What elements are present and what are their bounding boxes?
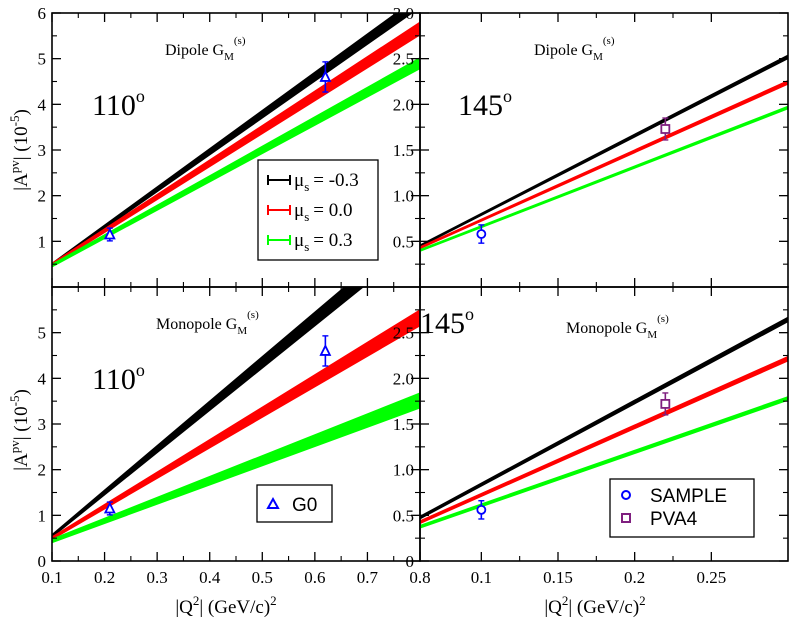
legend-pva4-label: PVA4 <box>650 509 698 530</box>
angle-bottom-left: 110o <box>92 360 145 396</box>
ytick-label-bl-3: 2 <box>38 461 47 480</box>
marker-tr-2 <box>660 124 671 134</box>
xtick-label-bl-3: 0.3 <box>147 568 168 587</box>
xtick-label-br-1: 0.1 <box>471 568 492 587</box>
ytick-label-tl-3: 3 <box>38 141 47 160</box>
point-br-pva4-2 <box>660 392 671 416</box>
ytick-label-bl-2: 1 <box>38 506 47 525</box>
bands-bl <box>52 287 420 544</box>
legend-mu-entry-1: μs = -0.3 <box>267 170 359 194</box>
xtick-label-bl-1: 0.1 <box>41 568 62 587</box>
panel-tr: 0.5 1.0 1.5 2.0 2.5 3.0 <box>393 4 789 288</box>
x-axis-label-left: |Q2| (GeV/c)2 <box>175 593 276 618</box>
marker-br-2 <box>660 399 671 409</box>
ytick-label-tl-1: 1 <box>38 232 47 251</box>
xtick-label-bl-7: 0.7 <box>357 568 379 587</box>
point-br-sample-1 <box>476 500 487 520</box>
point-bl-g0-2 <box>319 335 332 367</box>
title-bottom-left: Monopole GM(s) <box>156 309 259 337</box>
legend-experiments: SAMPLE PVA4 <box>609 478 755 538</box>
ytick-label-br-5: 2.0 <box>393 369 414 388</box>
band-tl-series-1 <box>52 13 414 267</box>
ytick-label-br-3: 1.0 <box>393 461 414 480</box>
bands-tl <box>52 13 420 268</box>
title-top-right: Dipole GM(s) <box>534 35 615 63</box>
point-tr-sample-1 <box>476 224 487 244</box>
svg-text:μs= -0.3: μs = -0.3 <box>294 170 359 194</box>
ytick-label-br-4: 1.5 <box>393 415 414 434</box>
xtick-label-br-4: 0.25 <box>696 568 726 587</box>
legend-mu-entry-3: μs = 0.3 <box>267 230 352 254</box>
band-tl-series-2 <box>52 21 420 267</box>
marker-tr-1 <box>476 229 487 239</box>
y-axis-label-top: |Apv| (10-5) <box>7 109 32 191</box>
xtick-label-bl-4: 0.4 <box>199 568 221 587</box>
ytick-label-br-2: 0.5 <box>393 506 414 525</box>
title-bottom-right: Monopole GM(s) <box>566 313 669 341</box>
ytick-label-bl-4: 3 <box>38 415 47 434</box>
point-tr-pva4-2 <box>660 117 671 141</box>
ytick-label-tr-6: 3.0 <box>393 4 414 23</box>
svg-text:μs= 0.3: μs = 0.3 <box>294 230 352 254</box>
point-tl-g0-2 <box>319 61 332 93</box>
point-bl-g0-1 <box>103 501 116 516</box>
legend-g0: G0 <box>256 484 333 523</box>
svg-text:μs= 0.0: μs = 0.0 <box>294 200 352 224</box>
title-top-left: Dipole GM(s) <box>165 35 246 63</box>
band-br-series-3 <box>420 396 788 529</box>
ytick-label-bl-5: 4 <box>38 369 47 388</box>
ytick-label-bl-6: 5 <box>38 324 47 343</box>
ytick-label-tr-1: 0.5 <box>393 232 414 251</box>
ytick-label-tr-2: 1.0 <box>393 187 414 206</box>
band-tl-series-3 <box>52 57 420 268</box>
marker-br-1 <box>476 504 487 515</box>
marker-tl-2 <box>319 69 332 82</box>
marker-tl-1 <box>103 227 116 240</box>
angle-top-left: 110o <box>92 86 145 122</box>
x-axis-label-right: |Q2| (GeV/c)2 <box>544 593 645 618</box>
xtick-label-bl-8: 0.8 <box>409 568 430 587</box>
xtick-label-br-3: 0.2 <box>624 568 645 587</box>
legend-g0-label: G0 <box>292 495 317 516</box>
xtick-label-bl-2: 0.2 <box>94 568 115 587</box>
legend-g0-marker <box>266 496 280 509</box>
panel-tl: 1 2 3 4 5 6 <box>38 4 421 288</box>
band-bl-series-2 <box>52 309 420 541</box>
ytick-label-tr-4: 2.0 <box>393 95 414 114</box>
band-bl-series-3 <box>52 392 420 544</box>
legend-sample-marker <box>621 490 631 500</box>
ytick-label-br-6: 2.5 <box>393 324 414 343</box>
legend-mu: μs = -0.3 μs = 0.0 μs = 0.3 <box>257 159 379 261</box>
legend-mu-entry-2: μs = 0.0 <box>267 200 352 224</box>
marker-bl-1 <box>103 501 116 514</box>
marker-bl-2 <box>319 343 332 356</box>
legend-experiments-box <box>609 478 755 538</box>
bands-br <box>420 316 788 529</box>
legend-sample-label: SAMPLE <box>650 486 727 507</box>
point-tl-g0-1 <box>103 227 116 242</box>
ytick-label-bl-1: 0 <box>38 552 47 571</box>
xtick-label-bl-6: 0.6 <box>304 568 325 587</box>
xtick-label-bl-5: 0.5 <box>252 568 273 587</box>
angle-bottom-right: 145o <box>420 304 474 340</box>
ytick-label-tl-5: 5 <box>38 50 47 69</box>
legend-pva4-marker <box>621 513 631 523</box>
ytick-label-tr-5: 2.5 <box>393 50 414 69</box>
ytick-label-tr-3: 1.5 <box>393 141 414 160</box>
bands-tr <box>420 54 788 252</box>
ytick-label-br-1: 0 <box>406 552 415 571</box>
panel-br: 0.1 0.15 0.2 0.25 0 0.5 1.0 1.5 2.0 2.5 <box>393 286 789 587</box>
ytick-label-tl-4: 4 <box>38 95 47 114</box>
xtick-label-br-2: 0.15 <box>543 568 573 587</box>
y-axis-label-bottom: |Apv| (10-5) <box>7 389 32 471</box>
ytick-label-tl-6: 6 <box>38 4 47 23</box>
band-br-series-1 <box>420 316 788 520</box>
ytick-label-tl-2: 2 <box>38 187 47 206</box>
angle-top-right: 145o <box>458 86 512 122</box>
band-bl-series-1 <box>52 287 365 538</box>
band-tr-series-3 <box>420 105 788 252</box>
